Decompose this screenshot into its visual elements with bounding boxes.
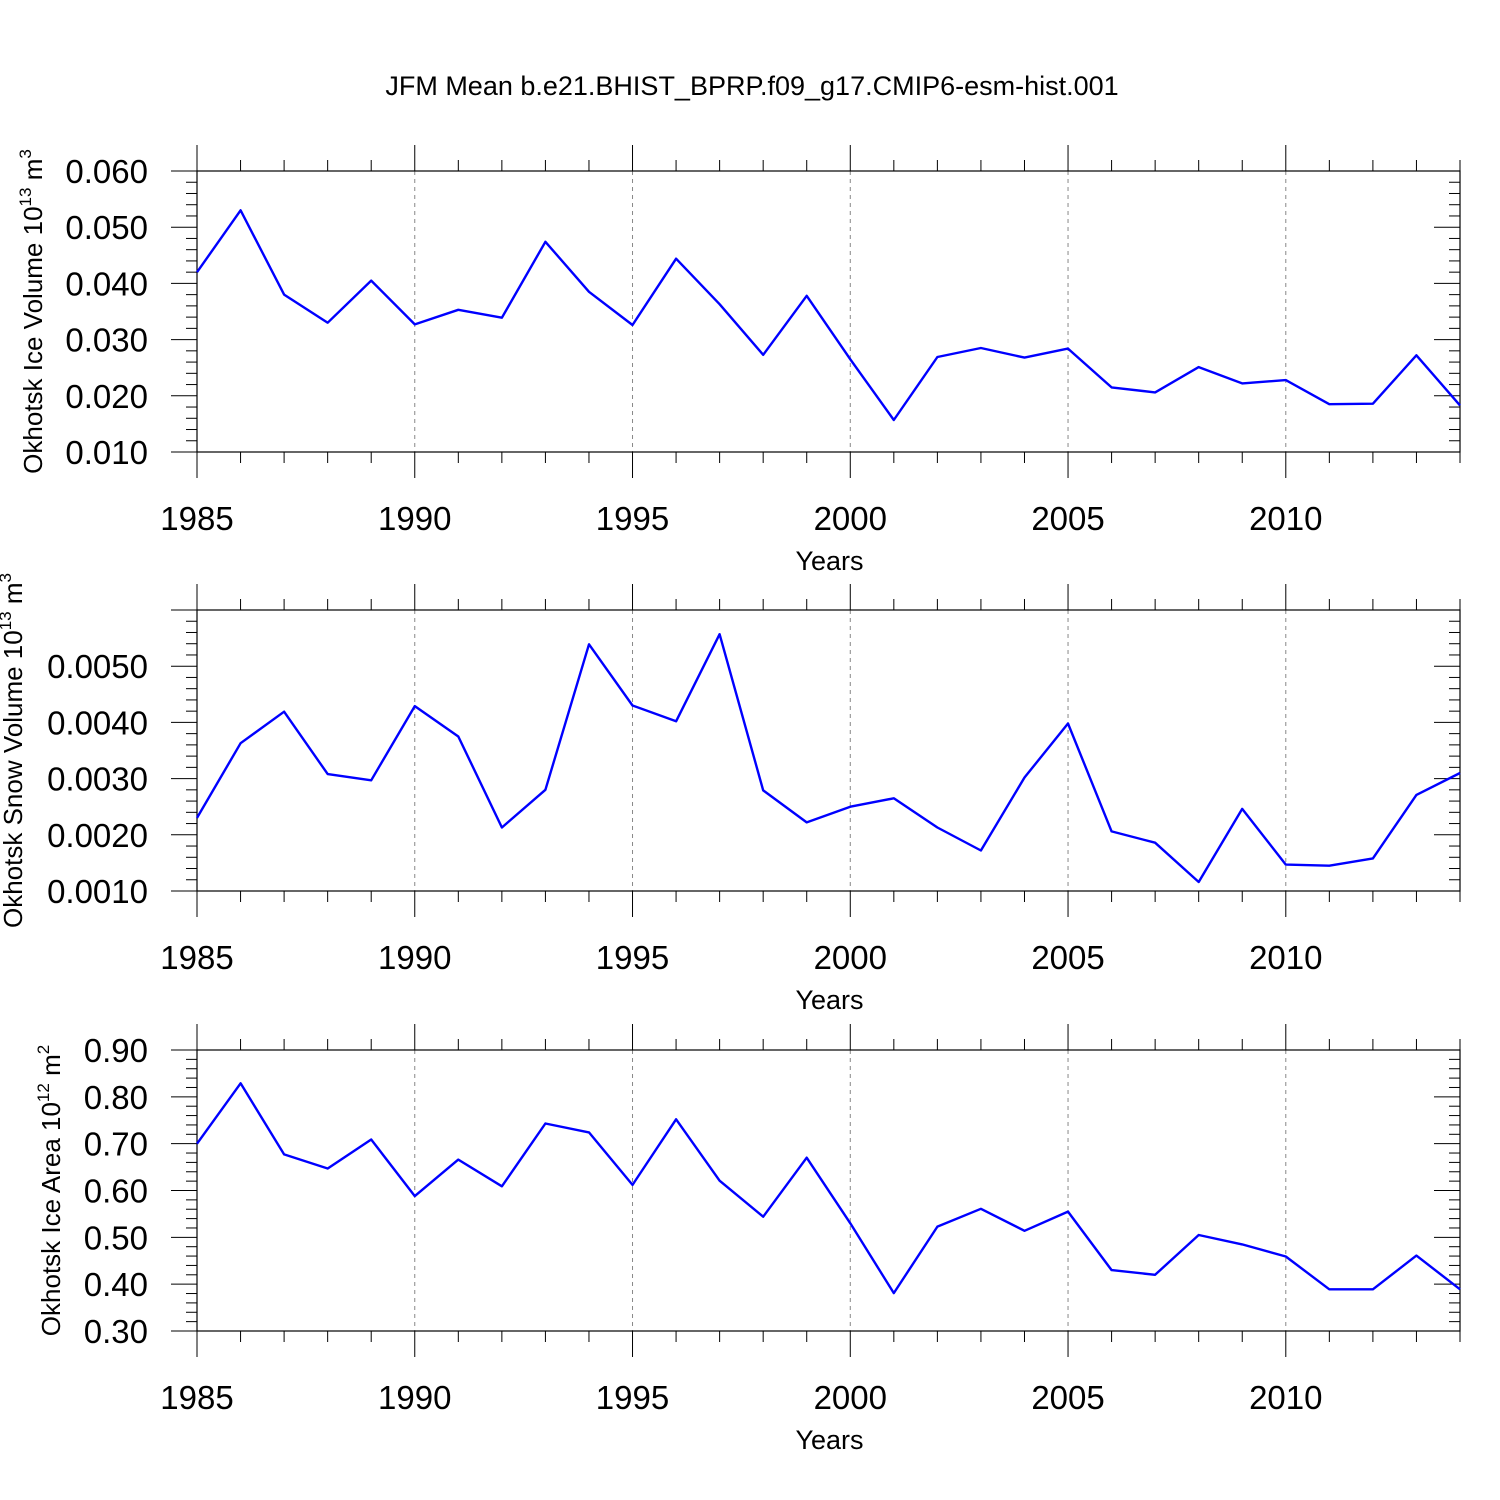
y-axis-label-unit-exponent: 3	[0, 573, 15, 582]
plot-frame	[196, 170, 1461, 453]
y-axis-label-exponent: 13	[0, 611, 15, 630]
y-axis-label: Okhotsk Snow Volume 1013 m3	[0, 573, 28, 928]
y-axis-label: Okhotsk Ice Volume 1013 m3	[16, 149, 48, 474]
y-tick-label: 0.30	[84, 1313, 148, 1350]
x-tick-label: 1985	[160, 500, 233, 537]
x-tick-label: 1990	[378, 1379, 451, 1416]
y-tick-label: 0.020	[65, 378, 148, 415]
y-axis-label-unit-exponent: 2	[34, 1045, 53, 1054]
y-tick-label: 0.90	[84, 1032, 148, 1069]
x-tick-label: 2010	[1249, 500, 1322, 537]
y-tick-label: 0.40	[84, 1266, 148, 1303]
x-axis-label: Years	[795, 546, 863, 576]
x-axis-label: Years	[795, 985, 863, 1015]
y-tick-label: 0.0040	[47, 704, 148, 741]
y-axis-label-text: Okhotsk Ice Volume 10	[18, 206, 48, 473]
y-tick-label: 0.0020	[47, 817, 148, 854]
y-tick-label: 0.80	[84, 1079, 148, 1116]
series-line	[195, 633, 1461, 884]
x-tick-label: 2005	[1031, 500, 1104, 537]
y-axis-label-text: Okhotsk Ice Area 10	[36, 1102, 66, 1336]
plot-frame	[196, 609, 1461, 892]
y-axis-label: Okhotsk Ice Area 1012 m2	[34, 1045, 66, 1336]
x-tick-label: 1990	[378, 939, 451, 976]
x-tick-label: 2010	[1249, 939, 1322, 976]
x-tick-label: 2000	[814, 500, 887, 537]
x-tick-label: 2005	[1031, 1379, 1104, 1416]
x-tick-label: 2000	[814, 939, 887, 976]
x-tick-label: 1990	[378, 500, 451, 537]
y-tick-label: 0.50	[84, 1219, 148, 1256]
x-tick-label: 1995	[596, 939, 669, 976]
y-tick-label: 0.60	[84, 1173, 148, 1210]
y-tick-label: 0.70	[84, 1126, 148, 1163]
x-tick-label: 2005	[1031, 939, 1104, 976]
y-tick-label: 0.0050	[47, 648, 148, 685]
y-axis-label-unit: m	[0, 582, 28, 611]
x-tick-label: 1985	[160, 939, 233, 976]
chart-panel-3: 1985 1990 1995 2000 2005 2010 0.30 0.40 0.50 0.60…	[34, 1024, 1461, 1455]
x-tick-label: 1985	[160, 1379, 233, 1416]
x-tick-label: 2000	[814, 1379, 887, 1416]
x-tick-label: 1995	[596, 500, 669, 537]
y-axis-label-unit-exponent: 3	[16, 149, 35, 158]
x-tick-label: 1995	[596, 1379, 669, 1416]
y-tick-label: 0.010	[65, 434, 148, 471]
y-tick-label: 0.030	[65, 322, 148, 359]
chart-panel-2: 1985 1990 1995 2000 2005 2010 0.0010 0.0020 0.00…	[0, 573, 1461, 1015]
series-line	[196, 1082, 1461, 1295]
chart-panels: 1985 1990 1995 2000 2005 2010 0.010 0.020 0.030 0…	[0, 145, 1461, 1455]
y-tick-label: 0.040	[65, 265, 148, 302]
y-tick-label: 0.0010	[47, 873, 148, 910]
y-axis-label-unit: m	[18, 159, 48, 188]
chart-title: JFM Mean b.e21.BHIST_BPRP.f09_g17.CMIP6-…	[385, 71, 1118, 101]
y-tick-label: 0.060	[65, 153, 148, 190]
x-axis-label: Years	[795, 1425, 863, 1455]
y-tick-label: 0.050	[65, 209, 148, 246]
y-tick-label: 0.0030	[47, 761, 148, 798]
y-axis-label-unit: m	[36, 1054, 66, 1083]
series-line	[196, 209, 1461, 422]
y-axis-label-exponent: 12	[34, 1083, 53, 1102]
chart-panel-1: 1985 1990 1995 2000 2005 2010 0.010 0.020 0.030 0…	[16, 145, 1461, 576]
y-axis-label-exponent: 13	[16, 188, 35, 207]
y-axis-label-text: Okhotsk Snow Volume 10	[0, 630, 28, 928]
x-tick-label: 2010	[1249, 1379, 1322, 1416]
